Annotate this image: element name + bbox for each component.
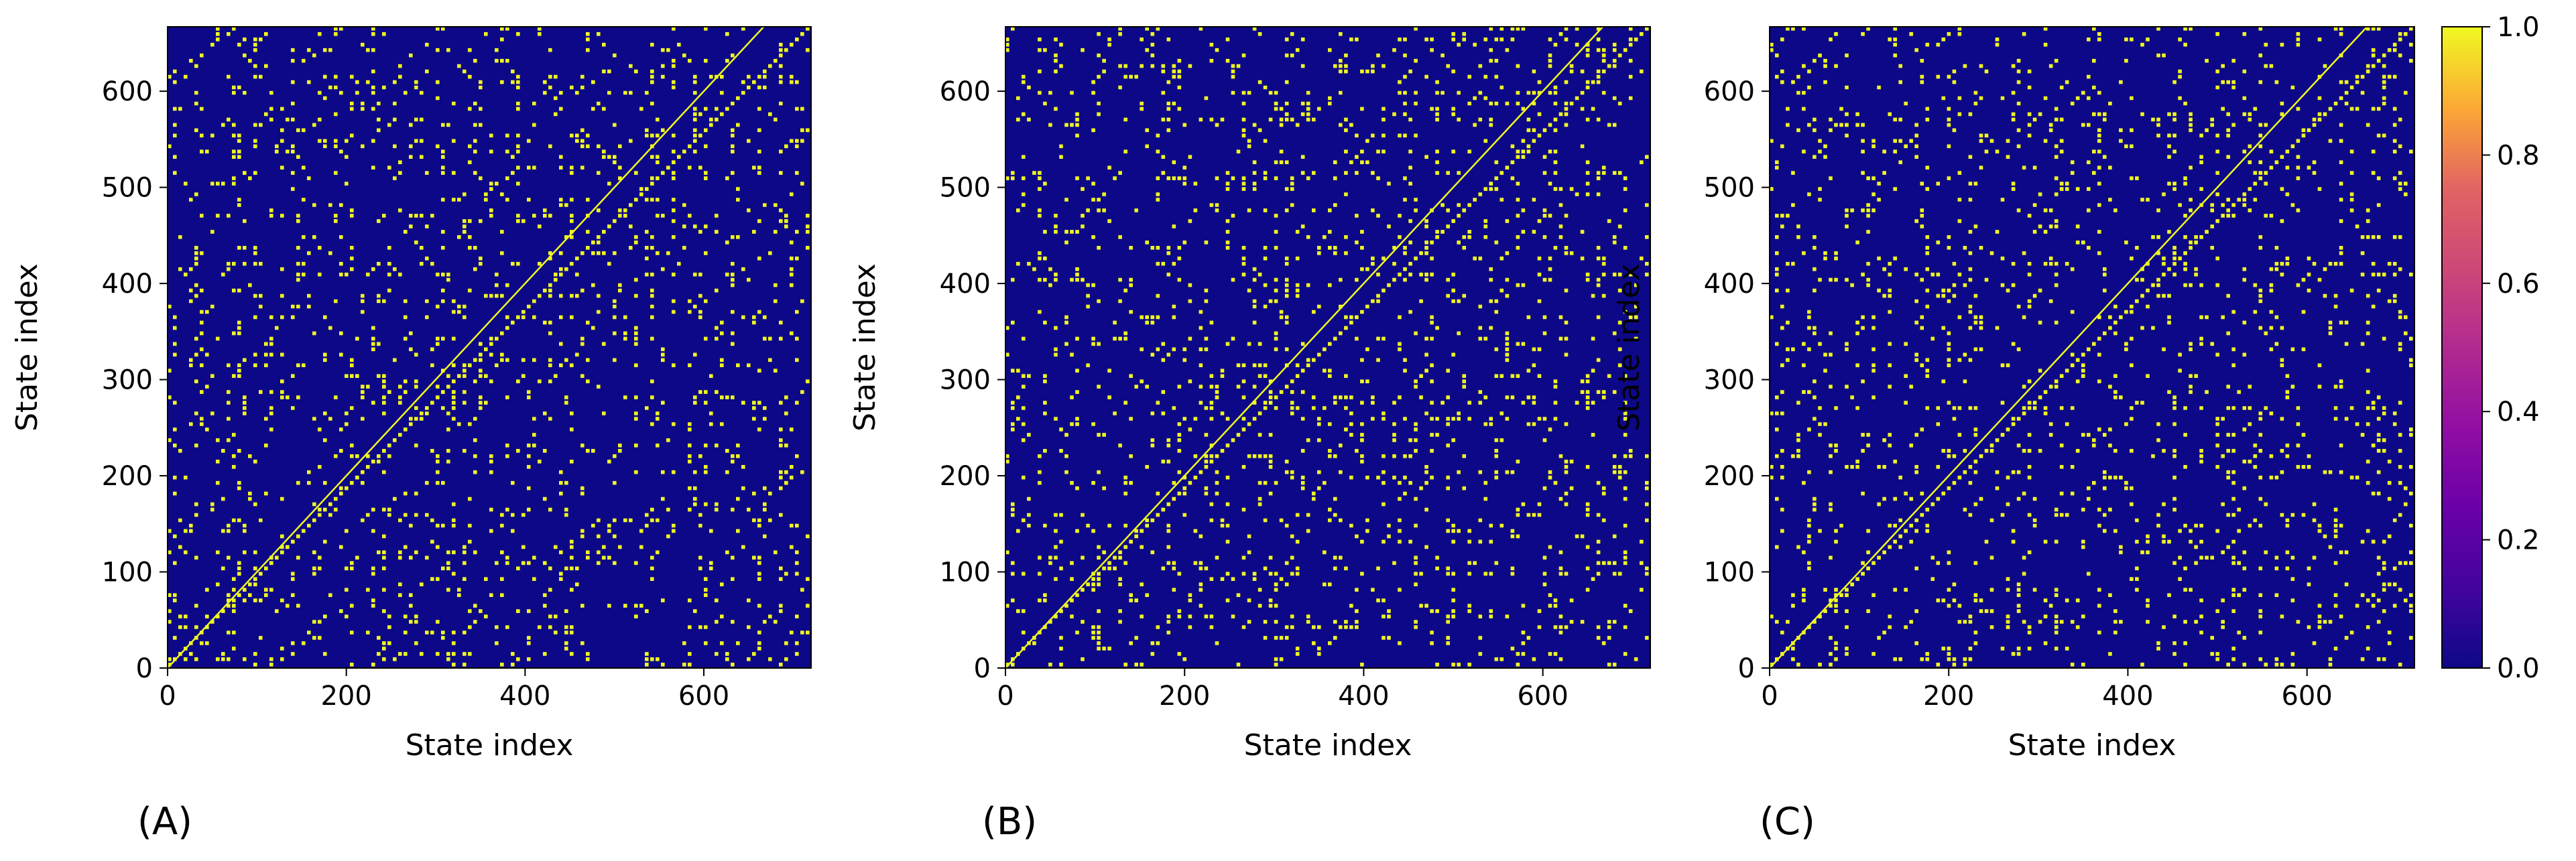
y-tick-label: 300 <box>1704 365 1755 396</box>
heatmap-panel-1: 0 200 400 600 0 100 200 300 400 500 600 State index… <box>10 26 812 844</box>
colorbar-tick-label: 0.0 <box>2497 653 2540 684</box>
colorbar-tick-label: 0.2 <box>2497 525 2540 556</box>
y-tick-label: 500 <box>1704 173 1755 204</box>
y-tick-label: 600 <box>102 76 153 107</box>
y-tick-label: 600 <box>1704 76 1755 107</box>
x-tick-label: 200 <box>1159 681 1210 712</box>
colorbar: 0.0 0.2 0.4 0.6 0.8 1.0 <box>2441 12 2540 684</box>
heatmap-diagonal <box>1769 26 2368 669</box>
y-tick-label: 100 <box>1704 557 1755 588</box>
axes-frame <box>167 26 812 669</box>
x-tick-label: 0 <box>159 681 176 712</box>
y-tick-label: 200 <box>1704 461 1755 492</box>
y-axis-label: State index <box>1612 263 1646 432</box>
y-tick-label: 400 <box>1704 269 1755 300</box>
y-axis-label: State index <box>10 263 44 432</box>
y-tick-label: 400 <box>940 269 991 300</box>
x-axis-label: State index <box>406 728 574 763</box>
y-axis-label: State index <box>848 263 882 432</box>
x-tick-label: 0 <box>1761 681 1778 712</box>
x-tick-label: 400 <box>2102 681 2153 712</box>
x-tick-label: 600 <box>2281 681 2332 712</box>
y-tick-label: 200 <box>102 461 153 492</box>
panel-label: (A) <box>137 800 192 844</box>
heatmap-background <box>1005 27 1650 668</box>
y-tick-label: 200 <box>940 461 991 492</box>
heatmap-diagonal <box>1005 26 1604 669</box>
heatmap-background <box>168 27 811 668</box>
colorbar-tick-label: 1.0 <box>2497 12 2540 43</box>
axes-frame <box>1005 26 1651 669</box>
colorbar-tick-label: 0.8 <box>2497 140 2540 171</box>
y-tick-label: 100 <box>940 557 991 588</box>
heatmap-panel-3: 0 200 400 600 0 100 200 300 400 500 600 State index… <box>1612 26 2415 844</box>
y-tick-label: 600 <box>940 76 991 107</box>
x-tick-label: 200 <box>320 681 371 712</box>
heatmap-diagonal <box>167 26 765 669</box>
y-tick-label: 300 <box>940 365 991 396</box>
x-tick-label: 0 <box>997 681 1014 712</box>
x-axis-label: State index <box>2008 728 2176 763</box>
y-tick-label: 0 <box>1738 653 1755 684</box>
heatmap-panel-2: 0 200 400 600 0 100 200 300 400 500 600 State index… <box>848 26 1651 844</box>
y-tick-label: 300 <box>102 365 153 396</box>
colorbar-tick-label: 0.6 <box>2497 269 2540 300</box>
heatmap-background <box>1770 27 2414 668</box>
axes-frame <box>1769 26 2415 669</box>
colorbar-gradient <box>2441 26 2483 669</box>
x-tick-label: 200 <box>1923 681 1974 712</box>
y-tick-label: 0 <box>136 653 153 684</box>
colorbar-tick-label: 0.4 <box>2497 397 2540 427</box>
y-tick-label: 500 <box>940 173 991 204</box>
panel-label: (B) <box>982 800 1037 844</box>
y-tick-label: 100 <box>102 557 153 588</box>
y-tick-label: 500 <box>102 173 153 204</box>
x-axis-label: State index <box>1244 728 1412 763</box>
panel-label: (C) <box>1760 800 1815 844</box>
x-tick-label: 600 <box>678 681 729 712</box>
y-tick-label: 400 <box>102 269 153 300</box>
y-tick-label: 0 <box>974 653 991 684</box>
x-tick-label: 600 <box>1517 681 1568 712</box>
x-tick-label: 400 <box>1338 681 1389 712</box>
x-tick-label: 400 <box>499 681 550 712</box>
